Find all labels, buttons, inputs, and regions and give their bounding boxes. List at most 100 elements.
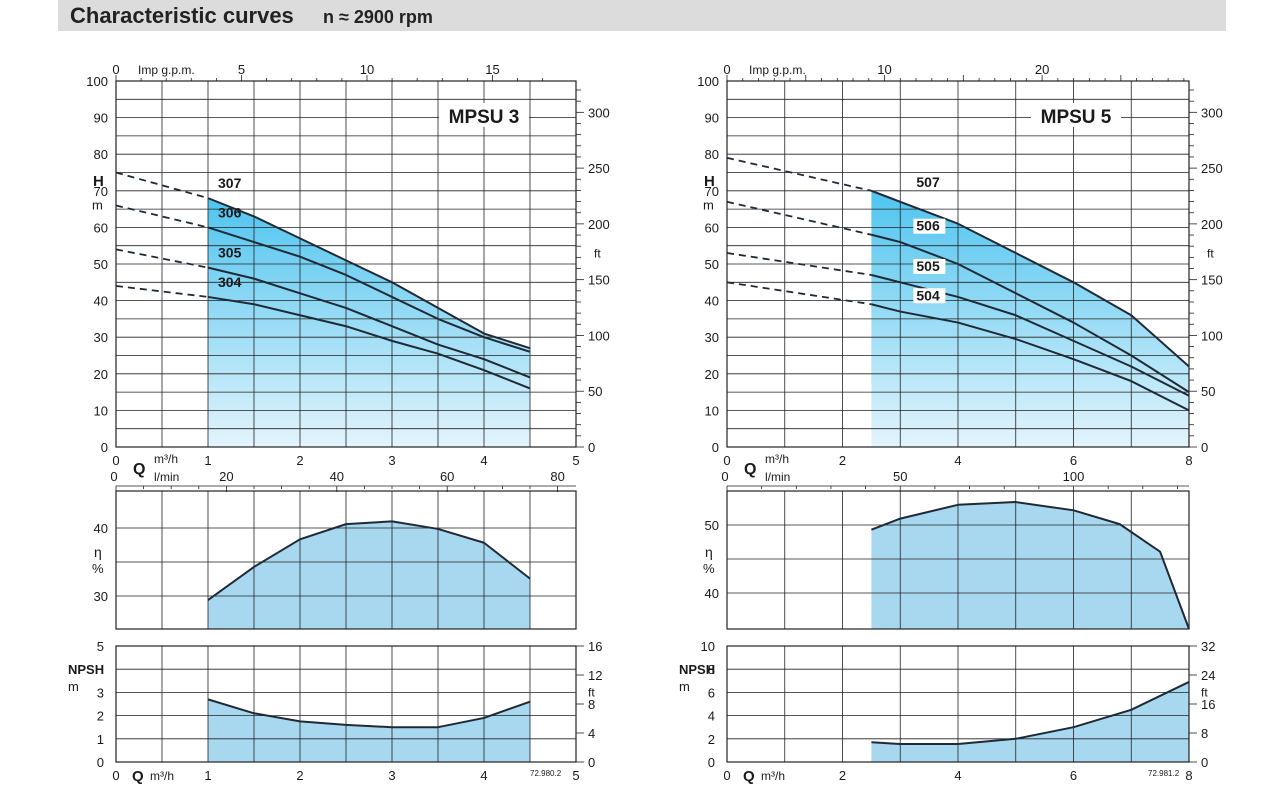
npsh-tick-label: 2 [708,732,715,747]
head-y-tick-label: 80 [705,147,719,162]
head-unit-label: m [703,198,714,213]
lmin-tick-label: 50 [893,469,907,484]
ft-tick-label: 50 [1201,384,1215,399]
x-unit-m3h: m³/h [154,452,178,466]
efficiency-frame [115,490,577,630]
head-y-tick-label: 80 [94,147,108,162]
head-frame [115,80,577,448]
npsh-ft-tick-label: 24 [1201,668,1215,683]
curve-label-305: 305 [218,245,242,261]
lmin-tick-label: 0 [110,469,117,484]
curve-507-dashed [726,156,872,192]
head-y-tick-label: 70 [94,184,108,199]
ft-tick-label: 150 [588,273,610,288]
ft-axis-label: ft [594,247,601,261]
head-y-tick-label: 0 [101,440,108,455]
ft-tick-label: 100 [1201,328,1223,343]
x-axis-label: Q [744,461,756,478]
efficiency-curve [207,520,531,601]
head-y-tick-label: 60 [705,220,719,235]
bottom-x-tick-label: 5 [572,768,579,783]
curve-305-dashed [115,248,209,269]
head-y-tick-label: 30 [94,330,108,345]
curve-505-dashed [726,252,872,276]
chart-mpsu5: 050100150200250300ft01020304050607080901… [679,62,1223,785]
npsh-ft-tick-label: 16 [1201,697,1215,712]
npsh-curve [871,681,1190,746]
head-y-tick-label: 30 [705,330,719,345]
x-unit-m3h: m³/h [765,452,789,466]
chart-mpsu3: 050100150200250300ft01020304050607080901… [68,62,610,785]
drawing-code: 72.981.2 [1148,769,1180,778]
head-y-tick-label: 90 [94,111,108,126]
head-y-tick-label: 50 [705,257,719,272]
curve-504-dashed [726,281,872,306]
bottom-x-tick-label: 4 [480,768,487,783]
npsh-axis-label: NPSH [68,662,104,677]
title-box [1031,103,1121,127]
npsh-unit-label: m [68,679,79,694]
head-y-tick-label: 50 [94,257,108,272]
eff-tick-label: 40 [705,586,719,601]
curve-label-507: 507 [916,174,940,190]
curve-label-506: 506 [916,218,940,234]
bottom-x-tick-label: 3 [388,768,395,783]
x-tick-label: 4 [480,453,487,468]
curve-label-bg [913,218,946,234]
curve-306-dashed [115,204,209,229]
ft-tick-label: 0 [1201,440,1208,455]
drawing-code: 72.980.2 [530,769,562,778]
lmin-tick-label: 60 [440,469,454,484]
lmin-tick-label: 0 [721,469,728,484]
ft-tick-label: 300 [1201,105,1223,120]
npsh-area [208,699,530,762]
x-tick-label: 3 [388,453,395,468]
npsh-curve [207,698,531,729]
gpm-tick-label: 5 [238,62,245,77]
npsh-tick-label: 8 [708,662,715,677]
efficiency-frame [726,490,1190,630]
lmin-tick-label: 80 [550,469,564,484]
head-y-tick-label: 0 [712,440,719,455]
ft-tick-label: 250 [1201,161,1223,176]
bottom-x-axis-label: Q [743,768,755,785]
x-tick-label: 6 [1070,453,1077,468]
ft-tick-label: 50 [588,384,602,399]
efficiency-area [871,502,1189,629]
x-unit-lmin: l/min [154,470,179,484]
npsh-ft-tick-label: 4 [588,726,595,741]
ft-axis-label: ft [1207,247,1214,261]
bottom-x-tick-label: 1 [204,768,211,783]
x-tick-label: 5 [572,453,579,468]
x-axis-label: Q [133,461,145,478]
npsh-unit-label: m [679,679,690,694]
gpm-tick-label: 20 [1035,62,1049,77]
eff-axis-label: η [705,544,713,560]
curve-505 [871,274,1190,397]
eff-tick-label: 50 [705,518,719,533]
curve-label-306: 306 [218,204,242,220]
bottom-x-zero: 0 [723,768,730,783]
head-y-tick-label: 40 [705,294,719,309]
x-tick-label: 0 [112,453,119,468]
ft-tick-label: 200 [588,217,610,232]
npsh-tick-label: 6 [708,685,715,700]
eff-tick-label: 30 [94,589,108,604]
ft-tick-label: 150 [1201,273,1223,288]
gpm-unit-label: Imp g.p.m. [749,63,806,77]
x-tick-label: 0 [723,453,730,468]
bottom-x-zero: 0 [112,768,119,783]
bottom-x-tick-label: 8 [1185,768,1192,783]
npsh-ft-tick-label: 0 [1201,755,1208,770]
ft-tick-label: 100 [588,328,610,343]
bottom-x-unit: m³/h [150,769,174,783]
npsh-tick-label: 5 [97,639,104,654]
npsh-ft-tick-label: 8 [1201,726,1208,741]
head-y-tick-label: 100 [86,74,108,89]
ft-tick-label: 0 [588,440,595,455]
head-axis-label: H [704,173,715,190]
lmin-tick-label: 40 [330,469,344,484]
curve-507 [871,189,1190,368]
chart-title: MPSU 3 [449,107,520,128]
curve-label-bg [913,258,946,274]
